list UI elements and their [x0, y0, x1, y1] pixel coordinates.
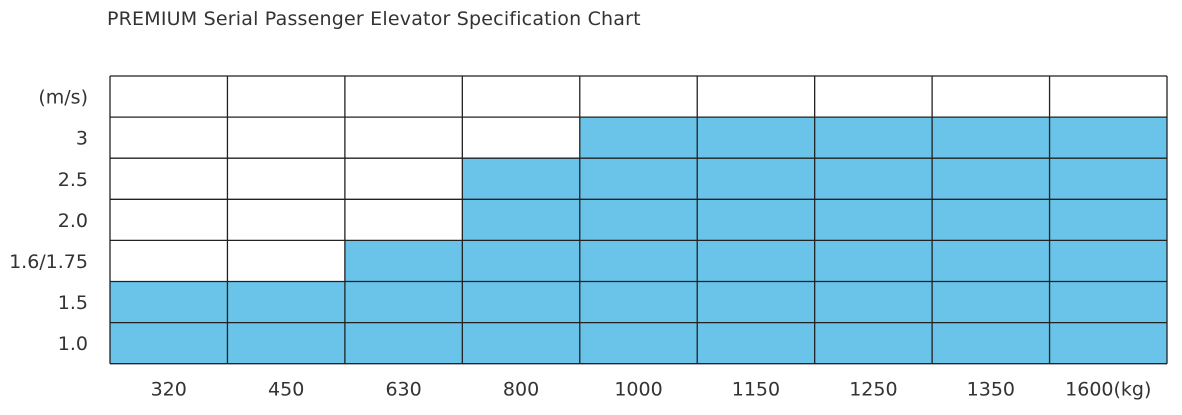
- cell-1.5-320: [110, 281, 228, 323]
- x-tick-label: 1350: [967, 379, 1015, 401]
- cell-1.5-630: [344, 281, 463, 323]
- cell-1.0-1150: [697, 322, 815, 364]
- header-cell: [1049, 76, 1167, 118]
- cell-1.0-1600(kg): [1049, 322, 1167, 364]
- header-cell: [697, 76, 815, 118]
- cell-1.6/1.75-1350: [932, 240, 1050, 282]
- x-tick-label: 1600(kg): [1065, 379, 1151, 401]
- cell-2.5-1250: [814, 158, 933, 200]
- cell-2.0-630: [344, 199, 463, 241]
- cell-2.0-1000: [579, 199, 698, 241]
- y-tick-label: 1.0: [58, 333, 88, 355]
- chart-cells: [110, 76, 1167, 364]
- cell-1.5-1000: [579, 281, 698, 323]
- cell-3-1600(kg): [1049, 117, 1167, 159]
- header-cell: [579, 76, 698, 118]
- cell-1.0-800: [462, 322, 580, 364]
- x-tick-label: 800: [503, 379, 539, 401]
- cell-1.5-450: [227, 281, 345, 323]
- cell-2.5-1600(kg): [1049, 158, 1167, 200]
- y-tick-label: 2.5: [58, 169, 88, 191]
- y-axis-labels: (m/s) 3 2.5 2.0 1.6/1.75 1.5 1.0: [9, 87, 88, 356]
- x-tick-label: 1150: [732, 379, 780, 401]
- cell-2.5-450: [227, 158, 345, 200]
- cell-1.0-1350: [932, 322, 1050, 364]
- chart-grid: [109, 75, 1168, 365]
- cell-3-1250: [814, 117, 933, 159]
- cell-1.0-450: [227, 322, 345, 364]
- cell-1.6/1.75-1250: [814, 240, 933, 282]
- cell-2.0-1250: [814, 199, 933, 241]
- header-cell: [462, 76, 580, 118]
- cell-1.6/1.75-450: [227, 240, 345, 282]
- cell-1.0-630: [344, 322, 463, 364]
- cell-1.5-800: [462, 281, 580, 323]
- x-tick-label: 450: [268, 379, 304, 401]
- header-cell: [110, 76, 228, 118]
- cell-1.0-1000: [579, 322, 698, 364]
- cell-1.0-320: [110, 322, 228, 364]
- x-axis-labels: 320 450 630 800 1000 1150 1250 1350 1600(kg): [151, 379, 1152, 401]
- cell-1.5-1150: [697, 281, 815, 323]
- cell-1.5-1350: [932, 281, 1050, 323]
- header-cell: [227, 76, 345, 118]
- cell-2.0-1150: [697, 199, 815, 241]
- cell-1.5-1600(kg): [1049, 281, 1167, 323]
- cell-2.5-1350: [932, 158, 1050, 200]
- cell-3-630: [344, 117, 463, 159]
- header-cell: [814, 76, 933, 118]
- cell-1.6/1.75-320: [110, 240, 228, 282]
- cell-2.5-320: [110, 158, 228, 200]
- x-tick-label: 1250: [849, 379, 897, 401]
- cell-2.0-1350: [932, 199, 1050, 241]
- cell-1.5-1250: [814, 281, 933, 323]
- cell-2.0-320: [110, 199, 228, 241]
- cell-3-800: [462, 117, 580, 159]
- x-tick-label: 630: [385, 379, 421, 401]
- cell-1.6/1.75-1150: [697, 240, 815, 282]
- cell-3-1150: [697, 117, 815, 159]
- cell-1.6/1.75-630: [344, 240, 463, 282]
- y-tick-label: 1.5: [58, 292, 88, 314]
- cell-2.5-800: [462, 158, 580, 200]
- cell-1.6/1.75-1600(kg): [1049, 240, 1167, 282]
- cell-1.6/1.75-800: [462, 240, 580, 282]
- cell-2.5-1150: [697, 158, 815, 200]
- x-tick-label: 320: [151, 379, 187, 401]
- cell-2.0-1600(kg): [1049, 199, 1167, 241]
- header-cell: [344, 76, 463, 118]
- header-cell: [932, 76, 1050, 118]
- cell-2.0-450: [227, 199, 345, 241]
- cell-3-450: [227, 117, 345, 159]
- cell-3-1350: [932, 117, 1050, 159]
- cell-3-1000: [579, 117, 698, 159]
- cell-1.0-1250: [814, 322, 933, 364]
- chart-title: PREMIUM Serial Passenger Elevator Specif…: [107, 8, 641, 30]
- cell-2.0-800: [462, 199, 580, 241]
- cell-2.5-1000: [579, 158, 698, 200]
- y-tick-label: 3: [76, 128, 88, 150]
- cell-3-320: [110, 117, 228, 159]
- cell-1.6/1.75-1000: [579, 240, 698, 282]
- y-axis-unit-label: (m/s): [38, 87, 88, 109]
- y-tick-label: 1.6/1.75: [9, 251, 88, 273]
- x-tick-label: 1000: [614, 379, 662, 401]
- cell-2.5-630: [344, 158, 463, 200]
- y-tick-label: 2.0: [58, 210, 88, 232]
